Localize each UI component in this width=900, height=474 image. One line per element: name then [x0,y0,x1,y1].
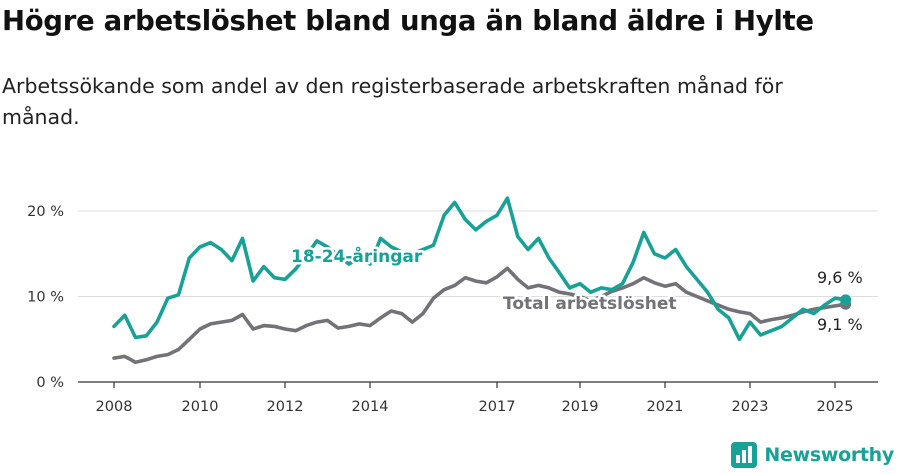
x-tick-label: 2017 [479,399,516,415]
series-label-total-halo: Total arbetslöshet [503,294,677,314]
y-tick-label: 10 % [27,290,64,306]
x-tick-label: 2025 [817,399,854,415]
series-label-young: 18-24-åringar [291,245,423,267]
x-tick-label: 2023 [732,399,769,415]
end-label-young: 9,6 % [817,268,863,287]
chart-subtitle: Arbetssökande som andel av den registerb… [2,74,783,129]
series-label-young-halo: 18-24-åringar [291,245,423,267]
brand-name: Newsworthy [764,444,894,466]
x-tick-label: 2014 [352,399,389,415]
y-tick-label: 0 % [36,375,64,391]
bar-chart-logo-icon [731,442,758,468]
x-axis: 2008 2010 2012 2014 2017 2019 2021 2023 2025 [78,381,878,415]
series-lines [112,196,852,365]
x-tick-label: 2021 [647,399,684,415]
series-end-point [840,294,852,306]
y-tick-label: 20 % [27,204,64,220]
x-tick-label: 2019 [562,399,599,415]
y-axis-ticks: 0 % 10 % 20 % [27,204,64,391]
series-line-total [112,266,848,365]
series-line-young [112,196,848,342]
x-tick-label: 2010 [182,399,219,415]
newsworthy-logo: Newsworthy [731,442,894,468]
x-tick-label: 2012 [267,399,304,415]
series-label-total: Total arbetslöshet [503,294,677,314]
chart-title: Högre arbetslöshet bland unga än bland ä… [2,5,814,37]
gridlines [78,210,878,297]
x-tick-label: 2008 [96,399,133,415]
end-label-total: 9,1 % [817,315,863,334]
